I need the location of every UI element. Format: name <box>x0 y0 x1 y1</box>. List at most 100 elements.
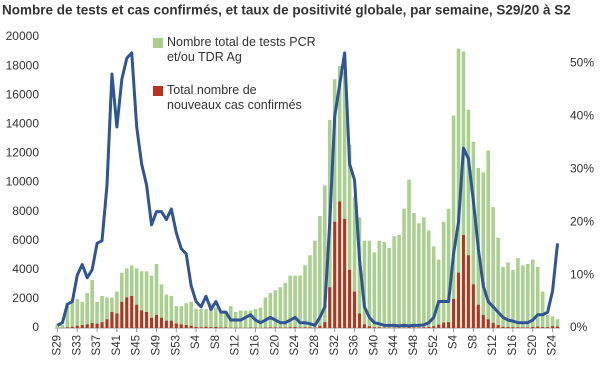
bar <box>288 275 292 328</box>
bar <box>134 268 139 328</box>
legend-swatch <box>153 86 163 96</box>
bar <box>144 271 149 328</box>
bar <box>258 307 263 328</box>
bar <box>243 310 248 328</box>
bar <box>526 327 530 328</box>
bar <box>214 307 218 328</box>
bar <box>125 297 129 328</box>
bar <box>174 306 179 328</box>
x-tick-label: S8 <box>467 335 479 349</box>
x-tick-label: S40 <box>368 335 380 355</box>
bar <box>204 309 208 328</box>
y-tick-label: 10000 <box>6 175 40 189</box>
bar <box>437 324 441 328</box>
bar <box>551 326 555 328</box>
bar <box>228 306 233 328</box>
bar <box>194 326 198 328</box>
bar <box>219 327 223 328</box>
bar <box>427 230 431 328</box>
x-tick-label: S28 <box>309 335 321 355</box>
bar <box>164 294 169 328</box>
y2-tick-label: 30% <box>570 161 594 175</box>
bar <box>556 326 560 328</box>
bar <box>303 265 307 328</box>
bar <box>85 324 89 328</box>
bar <box>555 319 560 328</box>
y-tick-label: 18000 <box>6 58 40 72</box>
x-tick-label: S24 <box>289 334 301 355</box>
y-tick-label: 4000 <box>12 262 39 276</box>
bar <box>541 327 545 328</box>
legend-label: Total nombre de nouveaux cas confirmés <box>167 83 302 112</box>
bar <box>471 141 476 328</box>
bar <box>303 327 307 328</box>
bar <box>550 316 555 328</box>
bar <box>318 325 322 328</box>
bar <box>85 293 89 328</box>
bar <box>224 310 228 328</box>
x-tick-label: S20 <box>269 335 281 355</box>
bar <box>516 327 520 328</box>
bar <box>169 320 173 328</box>
bar <box>407 327 411 328</box>
y-tick-label: 8000 <box>12 204 39 218</box>
bar <box>491 322 495 328</box>
bar <box>447 322 451 328</box>
bar <box>209 303 213 328</box>
x-tick-label: S44 <box>388 334 400 355</box>
bar <box>120 272 124 328</box>
bar <box>521 265 525 328</box>
x-tick-label: S12 <box>230 335 242 355</box>
x-tick-label: S4 <box>190 334 202 349</box>
x-tick-label: S16 <box>507 335 519 355</box>
bar <box>100 295 104 328</box>
bar <box>481 172 486 328</box>
y-tick-label: 6000 <box>12 233 39 247</box>
bar <box>535 266 540 328</box>
bar <box>135 304 139 328</box>
bar <box>496 325 500 328</box>
bar <box>199 327 203 328</box>
bar <box>95 323 99 328</box>
x-tick-label: S24 <box>547 334 559 355</box>
bar <box>100 322 104 328</box>
y-tick-label: 16000 <box>6 87 40 101</box>
bar <box>75 325 79 328</box>
x-tick-label: S49 <box>151 335 163 355</box>
legend-item: Total nombre de nouveaux cas confirmés <box>153 83 332 113</box>
x-tick-label: S20 <box>527 335 539 355</box>
positivity-line <box>56 51 560 328</box>
bar <box>337 66 342 328</box>
bar <box>516 258 520 328</box>
y-tick-label: 0 <box>32 320 39 334</box>
bar <box>387 247 391 328</box>
bar <box>531 326 535 328</box>
bar <box>377 327 381 328</box>
bar <box>422 217 426 328</box>
bar <box>367 240 372 328</box>
bar <box>457 272 460 328</box>
bar <box>214 326 218 328</box>
chart-title: Nombre de tests et cas confirmés, et tau… <box>2 3 571 18</box>
bar <box>432 326 436 328</box>
x-tick-label: S41 <box>111 335 123 355</box>
bar <box>90 279 94 328</box>
x-tick-label: S45 <box>131 335 143 355</box>
bar <box>283 282 288 328</box>
bar <box>323 322 327 328</box>
bar <box>501 326 505 328</box>
bar <box>65 303 70 328</box>
bar <box>382 242 387 328</box>
bar <box>501 266 505 328</box>
bar <box>209 327 213 328</box>
bar <box>199 309 203 328</box>
bar <box>486 319 490 328</box>
legend: Nombre total de tests PCR et/ou TDR Ag To… <box>153 35 332 127</box>
bar <box>466 109 471 328</box>
x-tick-label: S4 <box>448 334 460 349</box>
bar <box>526 263 530 328</box>
bar <box>442 322 446 328</box>
y-tick-label: 12000 <box>6 146 40 160</box>
